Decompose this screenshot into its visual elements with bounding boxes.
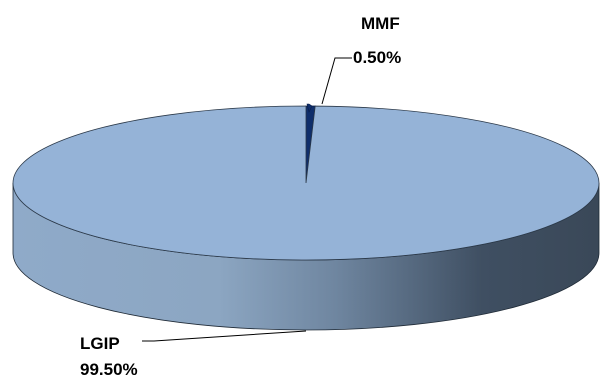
label-lgip: LGIP 99.50% <box>80 330 307 379</box>
slice-value-mmf: 0.50% <box>353 48 401 67</box>
slice-label-lgip: LGIP <box>80 334 120 353</box>
pie-slice-lgip <box>12 105 600 261</box>
pie-slices <box>12 103 600 261</box>
pie-slice-mmf-top <box>306 103 313 113</box>
leader-line-lgip <box>142 330 307 342</box>
leader-line-mmf <box>321 57 352 105</box>
slice-label-mmf: MMF <box>361 14 400 33</box>
slice-value-lgip: 99.50% <box>80 360 138 379</box>
label-mmf: MMF 0.50% <box>321 14 401 105</box>
